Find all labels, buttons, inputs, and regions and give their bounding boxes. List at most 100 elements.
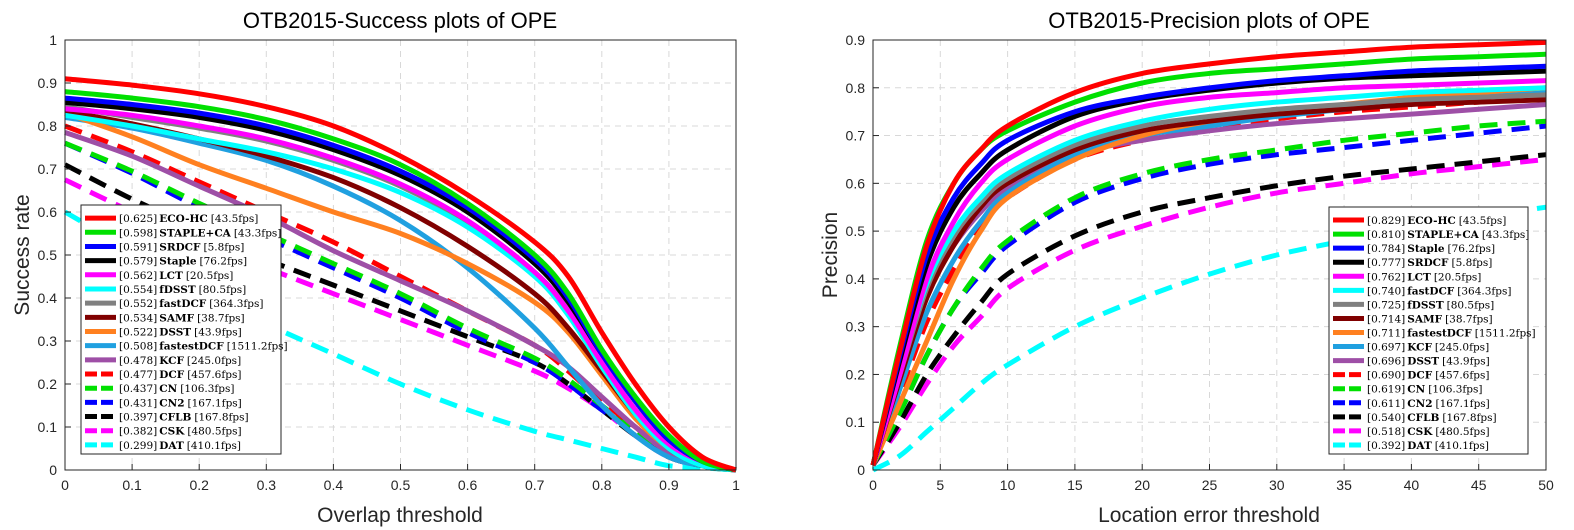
success-plot-ticks: 0 0.1 0.2 0.3 0.4 0.5 0.6 0.7 0.8 0.9 1 0 0.1 0.2 0.3 0… (38, 32, 741, 493)
legend-fps: [410.1fps] (187, 440, 241, 452)
x-tick-label: 0.1 (122, 477, 142, 493)
legend-fps: [43.3fps] (1482, 229, 1530, 241)
legend-entry: [0.552] fastDCF [364.3fps] (119, 298, 264, 310)
legend-score: [0.534] (119, 312, 157, 324)
legend-entry: [0.437] CN [106.3fps] (119, 383, 234, 395)
legend-score: [0.725] (1367, 299, 1405, 311)
legend-fps: [1511.2fps] (227, 341, 288, 353)
legend-tracker-name: SAMF (159, 312, 194, 324)
legend-tracker-name: KCF (159, 355, 184, 367)
legend-score: [0.711] (1367, 328, 1405, 340)
legend-tracker-name: DAT (159, 440, 184, 452)
legend-score: [0.437] (119, 383, 157, 395)
legend-score: [0.810] (1367, 229, 1405, 241)
legend-score: [0.619] (1367, 384, 1405, 396)
legend-entry: [0.810] STAPLE+CA [43.3fps] (1367, 229, 1529, 241)
legend-tracker-name: SRDCF (1407, 257, 1449, 269)
legend-fps: [1511.2fps] (1475, 328, 1536, 340)
legend-tracker-name: fastestDCF (1407, 328, 1472, 340)
legend-entry: [0.714] SAMF [38.7fps] (1367, 313, 1493, 325)
legend-score: [0.829] (1367, 215, 1405, 227)
legend-entry: [0.619] CN [106.3fps] (1367, 384, 1482, 396)
legend-fps: [43.9fps] (1442, 356, 1490, 368)
x-tick-label: 0.8 (592, 477, 612, 493)
legend-fps: [80.5fps] (1447, 299, 1495, 311)
x-tick-label: 25 (1202, 477, 1218, 493)
legend-score: [0.591] (119, 241, 157, 253)
x-tick-label: 30 (1269, 477, 1285, 493)
legend-entry: [0.740] fastDCF [364.3fps] (1367, 285, 1512, 297)
legend-entry: [0.554] fDSST [80.5fps] (119, 284, 246, 296)
legend-fps: [167.1fps] (188, 397, 242, 409)
legend-score: [0.397] (119, 412, 157, 424)
legend-score: [0.690] (1367, 370, 1405, 382)
legend-entry: [0.477] DCF [457.6fps] (119, 369, 241, 381)
y-tick-label: 0.5 (846, 223, 866, 239)
legend-score: [0.740] (1367, 285, 1405, 297)
legend-tracker-name: CN (1407, 384, 1425, 396)
legend-entry: [0.299] DAT [410.1fps] (119, 440, 241, 452)
series-line-csk (870, 156, 1547, 467)
legend-score: [0.552] (119, 298, 157, 310)
x-tick-label: 35 (1336, 477, 1352, 493)
legend-entry: [0.540] CFLB [167.8fps] (1367, 412, 1497, 424)
y-tick-label: 0 (857, 462, 865, 478)
legend-fps: [480.5fps] (1435, 426, 1489, 438)
x-tick-label: 0.9 (659, 477, 679, 493)
success-plot-xlabel: Overlap threshold (317, 504, 483, 527)
series-line-eco-hc (870, 39, 1547, 466)
legend-entry: [0.562] LCT [20.5fps] (119, 270, 233, 282)
legend-fps: [38.7fps] (1445, 313, 1493, 325)
x-tick-label: 0.2 (189, 477, 209, 493)
y-tick-label: 1 (49, 32, 57, 48)
series-line-staple-ca (64, 89, 737, 473)
series-line-lct (64, 106, 737, 473)
x-tick-label: 10 (1000, 477, 1016, 493)
legend-fps: [480.5fps] (187, 426, 241, 438)
legend-tracker-name: DCF (159, 369, 184, 381)
legend-entry: [0.625] ECO-HC [43.5fps] (119, 213, 258, 225)
series-line-cn2 (870, 123, 1547, 467)
legend-fps: [457.6fps] (187, 369, 241, 381)
legend-fps: [364.3fps] (209, 298, 263, 310)
legend-tracker-name: SRDCF (159, 241, 201, 253)
legend-tracker-name: CSK (1407, 426, 1433, 438)
legend-fps: [20.5fps] (1434, 271, 1482, 283)
legend-score: [0.777] (1367, 257, 1405, 269)
y-tick-label: 0.6 (38, 204, 58, 220)
legend-entry: [0.392] DAT [410.1fps] (1367, 440, 1489, 452)
legend-score: [0.611] (1367, 398, 1405, 410)
x-tick-label: 20 (1134, 477, 1150, 493)
legend-fps: [43.9fps] (194, 327, 242, 339)
precision-plot-ylabel: Precision (819, 212, 842, 298)
legend-score: [0.477] (119, 369, 157, 381)
legend-tracker-name: CSK (159, 426, 185, 438)
legend-score: [0.508] (119, 341, 157, 353)
legend-score: [0.554] (119, 284, 157, 296)
x-tick-label: 0.5 (391, 477, 411, 493)
precision-plot: OTB2015-Precision plots of OPE Location … (819, 8, 1554, 527)
y-tick-label: 0.9 (38, 75, 58, 91)
success-plot-title: OTB2015-Success plots of OPE (243, 8, 557, 33)
legend-score: [0.478] (119, 355, 157, 367)
legend-fps: [5.8fps] (1452, 257, 1493, 269)
y-tick-label: 0.3 (846, 319, 866, 335)
x-tick-label: 0.7 (525, 477, 545, 493)
series-line-fastestdcf (64, 114, 737, 473)
legend-fps: [20.5fps] (186, 270, 234, 282)
legend-fps: [167.1fps] (1436, 398, 1490, 410)
x-tick-label: 0.3 (257, 477, 277, 493)
legend-entry: [0.762] LCT [20.5fps] (1367, 271, 1481, 283)
legend-tracker-name: fDSST (1407, 299, 1444, 311)
legend-entry: [0.598] STAPLE+CA [43.3fps] (119, 227, 281, 239)
legend-score: [0.522] (119, 327, 157, 339)
legend-tracker-name: DSST (1407, 356, 1439, 368)
legend-tracker-name: CN2 (159, 397, 184, 409)
legend-fps: [457.6fps] (1435, 370, 1489, 382)
legend-fps: [76.2fps] (1448, 243, 1496, 255)
success-plot-legend: [0.625] ECO-HC [43.5fps] [0.598] STAPLE+CA [4… (80, 204, 288, 455)
legend-tracker-name: ECO-HC (1407, 215, 1456, 227)
legend-tracker-name: CN2 (1407, 398, 1432, 410)
x-tick-label: 50 (1538, 477, 1554, 493)
legend-entry: [0.829] ECO-HC [43.5fps] (1367, 215, 1506, 227)
